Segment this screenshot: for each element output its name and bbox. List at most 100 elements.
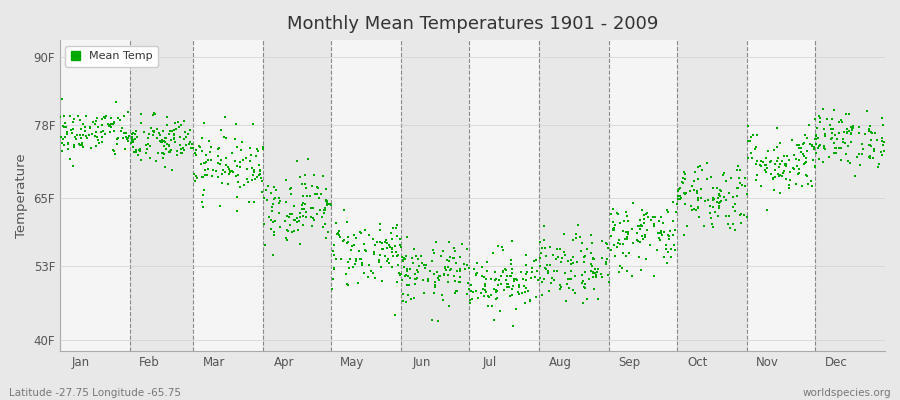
Point <box>128 136 142 142</box>
Point <box>773 139 788 146</box>
Point <box>390 279 404 285</box>
Point <box>779 153 794 159</box>
Point <box>150 149 165 156</box>
Point <box>535 245 549 252</box>
Point <box>126 136 140 143</box>
Point <box>385 248 400 255</box>
Point <box>189 173 203 179</box>
Point <box>559 298 573 304</box>
Point <box>867 155 881 162</box>
Point <box>174 150 188 156</box>
Point <box>454 241 469 248</box>
Point <box>84 144 98 151</box>
Point <box>409 253 423 259</box>
Point <box>166 127 181 134</box>
Point <box>73 132 87 139</box>
Point <box>400 266 414 272</box>
Point <box>157 138 171 144</box>
Point <box>121 137 135 144</box>
Point <box>332 232 347 238</box>
Point <box>730 185 744 191</box>
Point <box>362 262 376 268</box>
Point <box>858 131 872 137</box>
Point <box>759 154 773 161</box>
Point <box>167 138 182 145</box>
Point <box>876 122 890 128</box>
Point <box>235 139 249 146</box>
Point <box>408 271 422 277</box>
Point <box>150 126 165 133</box>
Point <box>501 284 516 290</box>
Point <box>159 122 174 128</box>
Point <box>86 118 100 125</box>
Point <box>222 168 237 174</box>
Point <box>245 164 259 171</box>
Point <box>516 276 530 282</box>
Point <box>619 209 634 216</box>
Point <box>196 191 211 198</box>
Point <box>529 268 544 275</box>
Point <box>174 122 188 128</box>
Point <box>469 288 483 294</box>
Point <box>510 288 525 295</box>
Point <box>840 126 854 132</box>
Point <box>447 272 462 279</box>
Point <box>489 286 503 293</box>
Point <box>845 126 859 132</box>
Point <box>583 268 598 275</box>
Point <box>514 269 528 275</box>
Point <box>174 146 188 152</box>
Point <box>358 247 373 254</box>
Point <box>336 238 350 244</box>
Point <box>728 201 742 208</box>
Point <box>539 253 554 260</box>
Point <box>107 119 122 126</box>
Point <box>732 175 746 181</box>
Point <box>655 220 670 227</box>
Point <box>141 130 156 137</box>
Point <box>833 117 848 124</box>
Point <box>782 157 796 164</box>
Point <box>266 200 280 207</box>
Point <box>339 281 354 287</box>
Point <box>875 134 889 141</box>
Point <box>870 164 885 170</box>
Point <box>819 116 833 122</box>
Point <box>303 193 318 200</box>
Point <box>482 293 496 299</box>
Point <box>775 173 789 180</box>
Point <box>569 234 583 241</box>
Point <box>449 288 464 295</box>
Point <box>862 153 877 159</box>
Point <box>212 203 227 210</box>
Point <box>66 119 80 125</box>
Point <box>586 255 600 262</box>
Point <box>850 154 864 160</box>
Point <box>758 162 772 168</box>
Point <box>315 214 329 220</box>
Point <box>388 312 402 318</box>
Point <box>432 277 446 284</box>
Point <box>148 158 163 164</box>
Point <box>453 266 467 272</box>
Point <box>650 246 664 253</box>
Point <box>453 274 467 280</box>
Point <box>768 173 782 180</box>
Point <box>279 176 293 183</box>
Point <box>706 197 720 204</box>
Point <box>68 136 83 142</box>
Point <box>67 116 81 122</box>
Point <box>591 266 606 272</box>
Point <box>382 241 397 248</box>
Point <box>791 171 806 178</box>
Point <box>165 166 179 173</box>
Point <box>72 117 86 124</box>
Point <box>239 155 254 161</box>
Point <box>410 268 425 275</box>
Point <box>346 232 361 238</box>
Point <box>779 176 794 182</box>
Point <box>53 114 68 120</box>
Point <box>243 145 257 151</box>
Point <box>433 273 447 279</box>
Point <box>584 240 598 246</box>
